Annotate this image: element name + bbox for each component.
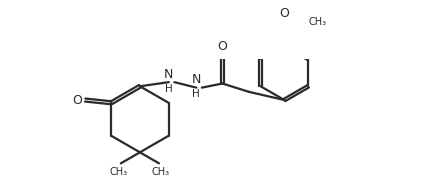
Text: CH₃: CH₃: [110, 167, 128, 176]
Text: O: O: [218, 40, 227, 53]
Text: O: O: [280, 7, 289, 20]
Text: H: H: [193, 89, 200, 99]
Text: CH₃: CH₃: [152, 167, 170, 176]
Text: H: H: [165, 84, 173, 93]
Text: N: N: [192, 73, 201, 86]
Text: CH₃: CH₃: [309, 17, 327, 27]
Text: O: O: [72, 93, 82, 106]
Text: N: N: [164, 68, 173, 81]
